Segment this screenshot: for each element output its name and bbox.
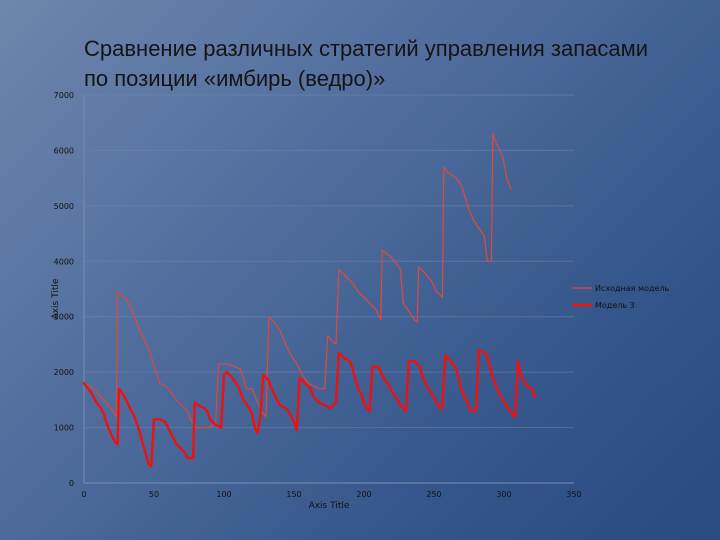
y-tick-label: 4000 bbox=[54, 257, 74, 266]
x-tick-label: 50 bbox=[149, 490, 159, 499]
legend-label-2: Модель 3 bbox=[595, 301, 635, 310]
x-tick-label: 200 bbox=[356, 490, 371, 499]
slide-title: Сравнение различных стратегий управления… bbox=[84, 34, 704, 94]
series-line-2 bbox=[82, 348, 536, 468]
y-tick-label: 0 bbox=[69, 479, 74, 488]
y-tick-label: 3000 bbox=[54, 313, 74, 322]
y-tick-label: 5000 bbox=[54, 202, 74, 211]
x-axis-title: Axis Title bbox=[309, 501, 350, 511]
y-axis-title: Axis Title bbox=[51, 278, 61, 319]
x-tick-label: 150 bbox=[286, 490, 301, 499]
x-tick-label: 0 bbox=[81, 490, 86, 499]
legend-label-1: Исходная модель bbox=[595, 284, 670, 293]
slide-title-line-1: Сравнение различных стратегий управления… bbox=[84, 36, 649, 61]
x-tick-label: 100 bbox=[216, 490, 231, 499]
y-tick-label: 2000 bbox=[54, 368, 74, 377]
slide-title-line-2: по позиции «имбирь (ведро)» bbox=[84, 66, 386, 91]
x-tick-label: 300 bbox=[496, 490, 511, 499]
series-line-1 bbox=[83, 133, 512, 429]
y-tick-label: 1000 bbox=[54, 424, 74, 433]
x-tick-label: 250 bbox=[426, 490, 441, 499]
x-tick-label: 350 bbox=[566, 490, 581, 499]
y-tick-label: 6000 bbox=[54, 146, 74, 155]
y-tick-label: 7000 bbox=[54, 91, 74, 100]
